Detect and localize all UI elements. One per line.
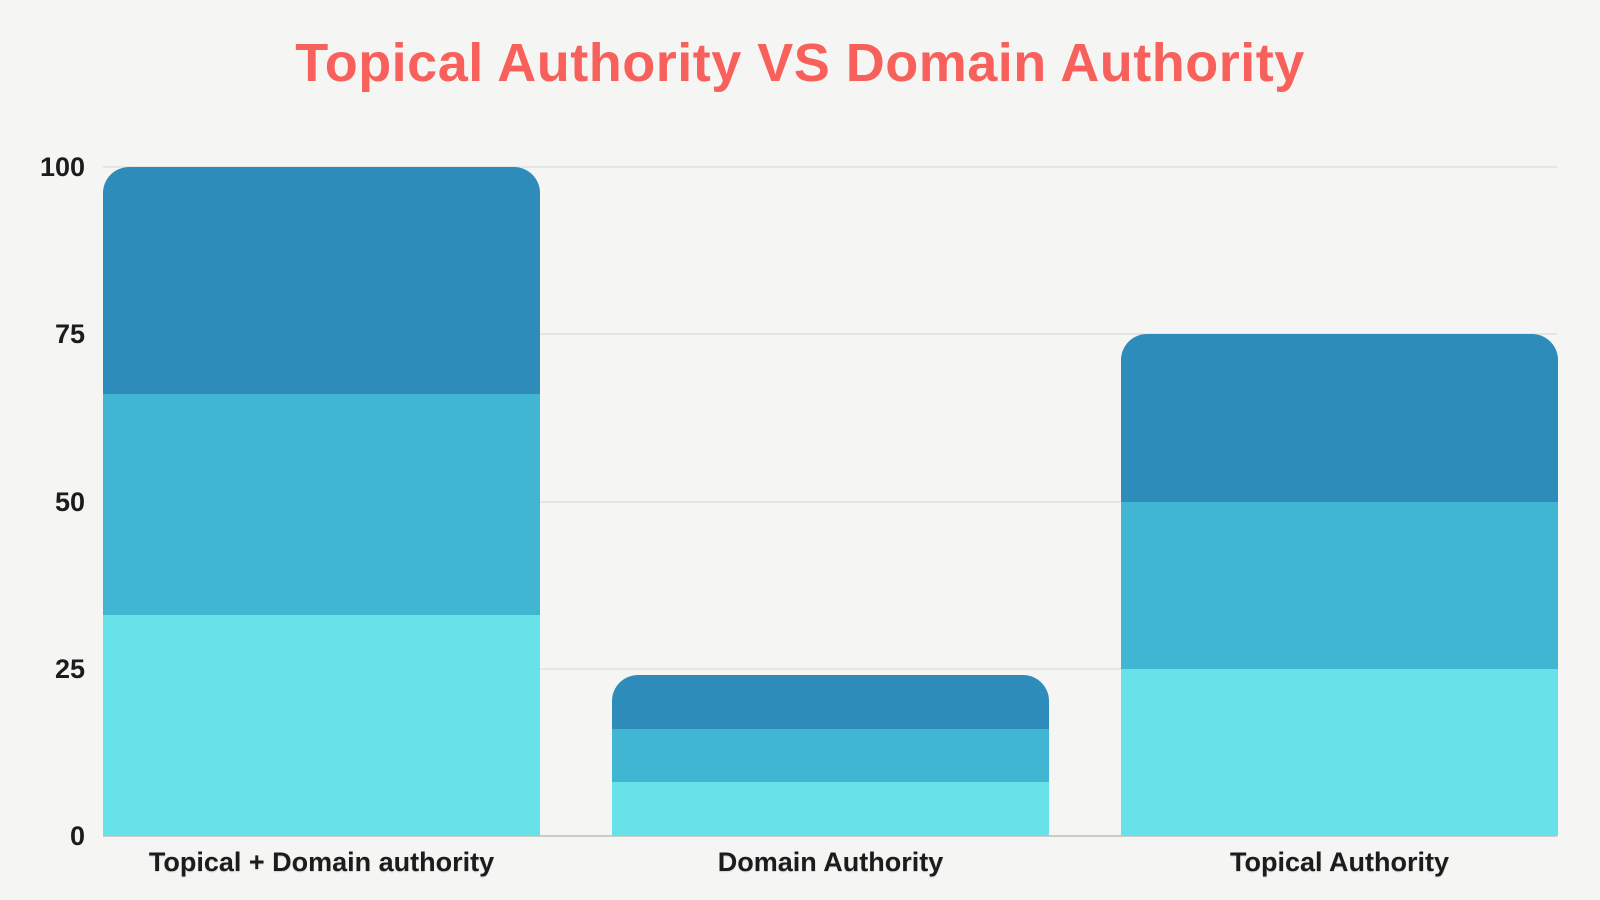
y-axis-tick-label: 50 (54, 486, 85, 517)
gridline (103, 667, 1557, 670)
bar-topical-domain-authority (103, 167, 540, 836)
gridline (103, 333, 1557, 336)
bar-segment-dark-blue-top (1121, 334, 1558, 502)
bar-segment-light-cyan-bottom (612, 782, 1049, 836)
bar-domain-authority (612, 675, 1049, 836)
bar-segment-mid-blue-middle (612, 728, 1049, 783)
bar-segment-mid-blue-middle (103, 394, 540, 616)
bar-segment-light-cyan-bottom (1121, 668, 1558, 836)
y-axis-tick-label: 75 (54, 319, 85, 350)
x-axis-line (103, 835, 1557, 837)
bar-topical-authority (1121, 334, 1558, 836)
x-axis-label: Domain Authority (717, 847, 944, 877)
bar-segment-dark-blue-top (612, 675, 1049, 729)
x-axis-label: Topical Authority (1230, 847, 1449, 877)
y-axis-tick-label: 100 (39, 152, 85, 182)
gridline (103, 500, 1557, 503)
gridline (103, 166, 1557, 168)
chart-title: Topical Authority VS Domain Authority (295, 33, 1305, 93)
bar-segment-mid-blue-middle (1121, 501, 1558, 669)
y-axis-tick-label: 25 (54, 653, 85, 684)
y-axis-tick-label: 0 (69, 821, 85, 851)
bar-segment-light-cyan-bottom (103, 615, 540, 836)
bar-segment-dark-blue-top (103, 167, 540, 395)
x-axis-label: Topical + Domain authority (148, 847, 495, 877)
